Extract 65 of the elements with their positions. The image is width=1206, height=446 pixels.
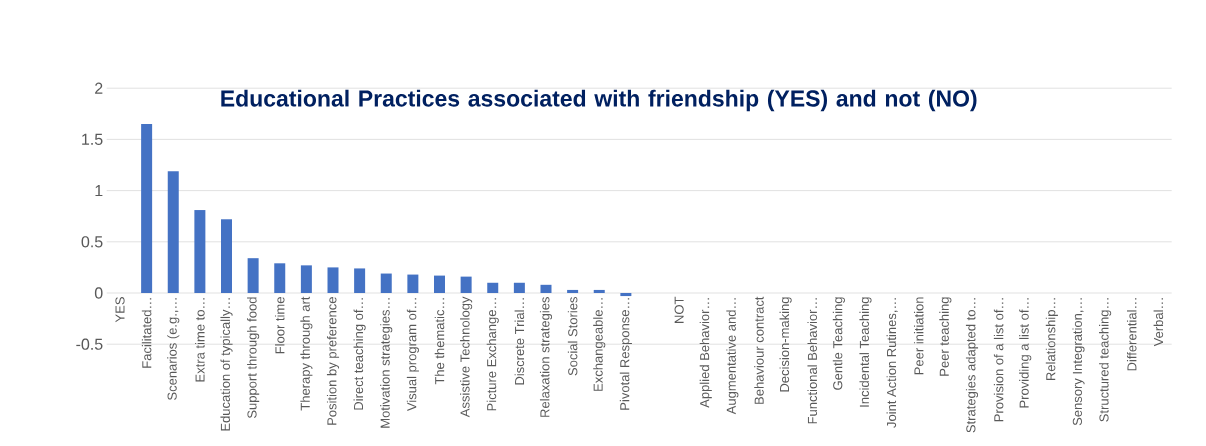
x-tick-label: Scenarios (e.g.,… (167, 298, 180, 400)
x-tick-label: Floor time (274, 297, 285, 354)
x-tick-label: Gentle Teaching (832, 297, 845, 390)
bar (300, 265, 312, 293)
x-tick-label: Social Stories (567, 297, 578, 376)
bar (141, 124, 153, 293)
x-tick-label: Decision-making (779, 297, 792, 392)
x-tick-label: Motivation strategies… (380, 298, 393, 428)
x-tick-label: Structured teaching… (1099, 298, 1112, 422)
x-tick-label: Pivotal Response… (619, 298, 632, 410)
x-tick-label: Sensory Integration,… (1072, 298, 1085, 426)
y-tick-label: 0 (94, 287, 103, 299)
bar (540, 284, 552, 293)
y-tick-label: 1.5 (82, 133, 103, 145)
x-tick-label: Facilitated… (141, 298, 152, 368)
x-tick-label: Therapy through art (300, 296, 313, 411)
y-tick-label: -0.5 (76, 338, 103, 350)
x-tick-label: Visual program of… (406, 298, 419, 412)
bar (567, 289, 579, 293)
x-tick-label: The thematic… (434, 298, 445, 385)
x-tick-label: Functional Behavior… (807, 298, 818, 424)
bar (274, 263, 286, 293)
x-tick-label: Education of typically… (220, 298, 233, 431)
y-tick-label: 1 (95, 185, 103, 197)
x-tick-label: Differential… (1126, 298, 1137, 371)
x-tick-label: Position by preference (326, 297, 340, 425)
bar (434, 275, 445, 293)
x-tick-label: Discrete Trial… (514, 298, 525, 385)
x-tick-label: Incidental Teaching (859, 297, 872, 407)
x-tick-label: NOT (674, 296, 684, 323)
bar (247, 258, 259, 293)
x-tick-label: Provision of a list of… (993, 298, 1004, 422)
bar (380, 273, 392, 293)
x-tick-label: Assistive Technology (460, 296, 473, 418)
x-tick-label: Providing a list of… (1019, 298, 1032, 408)
x-tick-label: Relationship… (1045, 298, 1058, 380)
bar (354, 268, 366, 293)
bar (407, 274, 419, 293)
bar (194, 210, 206, 293)
x-tick-label: Relaxation strategies (539, 297, 553, 417)
bar (167, 171, 179, 293)
bar (221, 219, 232, 293)
x-tick-label: Peer initiation (913, 297, 924, 375)
x-tick-label: YES (115, 297, 125, 323)
x-tick-label: Peer teaching (939, 297, 952, 376)
y-tick-label: 0.5 (81, 236, 103, 248)
bar (620, 293, 632, 297)
bar (327, 267, 339, 293)
x-tick-label: Direct teaching of… (353, 298, 366, 410)
x-tick-label: Applied Behavior… (699, 298, 712, 408)
x-tick-label: Exchangeable… (593, 298, 606, 391)
x-tick-label: Behaviour contract (754, 296, 764, 404)
bar (487, 282, 499, 293)
x-tick-label: Support through food (247, 297, 260, 419)
x-tick-label: Verbal… (1153, 298, 1164, 347)
bar (460, 276, 472, 293)
x-tick-label: Picture Exchange… (486, 298, 499, 411)
x-tick-label: Joint Action Rutines,… (886, 298, 898, 428)
bar (593, 289, 605, 293)
x-tick-label: Augmentative and… (726, 298, 739, 415)
x-tick-label: Extra time to… (195, 298, 205, 382)
chart-title: Educational Practices associated with friendship (YES) and not (NO) (221, 89, 977, 112)
bar (513, 282, 525, 293)
x-tick-label: Strategies adapted to… (965, 298, 979, 433)
y-tick-label: 2 (95, 82, 103, 94)
